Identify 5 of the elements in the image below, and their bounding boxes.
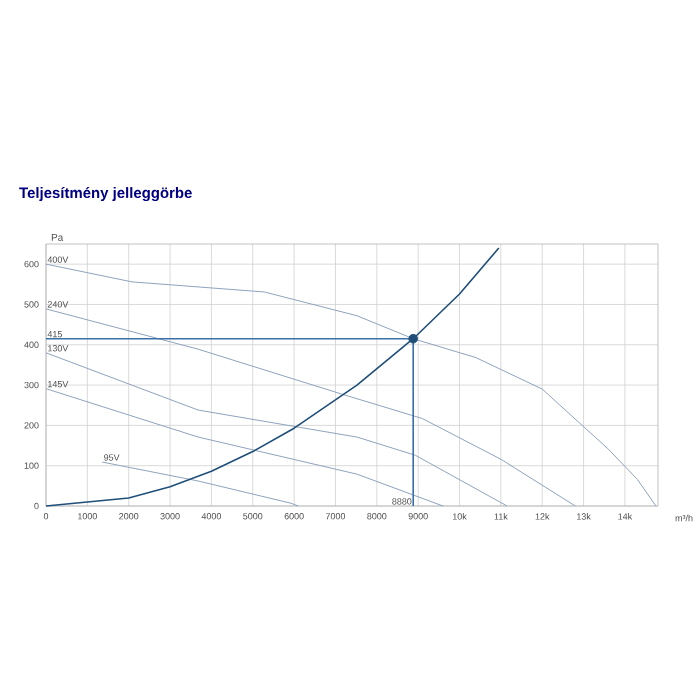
line-series [45, 388, 444, 507]
line-series [45, 352, 508, 507]
line-series [45, 308, 576, 507]
line-series [101, 461, 299, 507]
line-series [45, 247, 500, 507]
